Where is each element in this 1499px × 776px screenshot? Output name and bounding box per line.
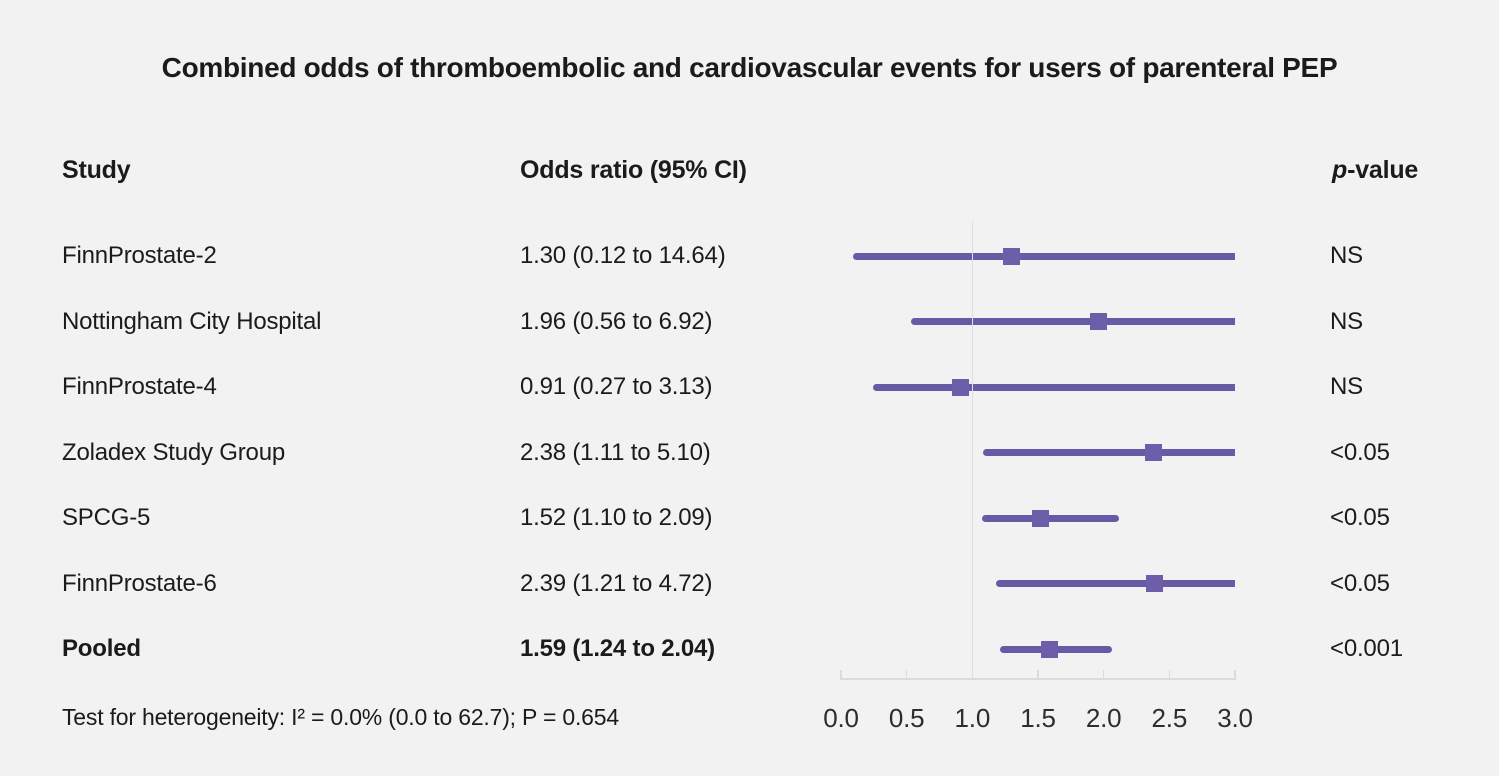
odds-ratio-marker bbox=[952, 378, 969, 396]
confidence-interval-line bbox=[853, 252, 1235, 260]
odds-ratio-marker bbox=[1146, 575, 1164, 592]
x-axis-tick bbox=[1102, 670, 1105, 678]
x-axis-tick bbox=[840, 670, 842, 678]
x-axis-tick-label: 3.0 bbox=[1217, 703, 1253, 733]
column-header-odds-ratio: Odds ratio (95% CI) bbox=[520, 156, 747, 184]
x-axis-tick-label: 1.5 bbox=[1020, 703, 1056, 733]
study-name: FinnProstate-6 bbox=[62, 569, 217, 597]
odds-ratio-marker bbox=[1145, 444, 1163, 461]
p-value-italic-p: p bbox=[1332, 156, 1348, 184]
x-axis-tick-label: 2.5 bbox=[1151, 703, 1188, 733]
confidence-interval-line bbox=[872, 383, 1235, 391]
x-axis-tick-label: 2.0 bbox=[1085, 703, 1122, 733]
p-value-text: <0.05 bbox=[1330, 569, 1390, 597]
x-axis-tick-label: 0.0 bbox=[823, 703, 859, 733]
x-axis-tick bbox=[905, 670, 908, 678]
study-name: SPCG-5 bbox=[62, 504, 151, 531]
p-value-text: <0.001 bbox=[1330, 635, 1403, 662]
reference-line bbox=[971, 221, 974, 679]
column-header-p-value: p-value bbox=[1332, 155, 1418, 185]
x-axis-tick bbox=[1168, 670, 1171, 678]
odds-ratio-marker bbox=[1041, 640, 1059, 658]
p-value-suffix: -value bbox=[1347, 156, 1419, 184]
confidence-interval-line bbox=[983, 449, 1235, 456]
odds-ratio-text: 0.91 (0.27 to 3.13) bbox=[520, 373, 713, 400]
odds-ratio-marker bbox=[1032, 509, 1050, 527]
odds-ratio-text: 2.39 (1.21 to 4.72) bbox=[520, 569, 713, 597]
p-value-text: <0.05 bbox=[1330, 438, 1390, 466]
confidence-interval-line bbox=[981, 514, 1119, 522]
column-header-study: Study bbox=[62, 156, 131, 184]
p-value-text: <0.05 bbox=[1330, 504, 1390, 531]
confidence-interval-line bbox=[911, 318, 1235, 325]
p-value-text: NS bbox=[1330, 373, 1363, 400]
odds-ratio-text: 2.38 (1.11 to 5.10) bbox=[520, 438, 711, 466]
x-axis-tick-label: 1.0 bbox=[954, 703, 991, 733]
odds-ratio-text: 1.52 (1.10 to 2.09) bbox=[520, 504, 713, 531]
x-axis-tick bbox=[1037, 670, 1039, 678]
odds-ratio-text: 1.96 (0.56 to 6.92) bbox=[520, 307, 713, 335]
study-name: Pooled bbox=[62, 635, 141, 662]
x-axis-tick-label: 0.5 bbox=[888, 703, 925, 733]
study-name: FinnProstate-4 bbox=[62, 373, 217, 400]
figure-title: Combined odds of thromboembolic and card… bbox=[161, 52, 1338, 83]
odds-ratio-text: 1.30 (0.12 to 14.64) bbox=[520, 242, 726, 269]
study-name: Nottingham City Hospital bbox=[62, 307, 322, 335]
odds-ratio-marker bbox=[1003, 247, 1021, 265]
p-value-text: NS bbox=[1330, 307, 1363, 335]
heterogeneity-note: Test for heterogeneity: I² = 0.0% (0.0 t… bbox=[62, 704, 619, 730]
x-axis-tick bbox=[1234, 670, 1236, 678]
x-axis-line bbox=[840, 678, 1236, 680]
p-value-text: NS bbox=[1330, 242, 1363, 269]
study-name: Zoladex Study Group bbox=[62, 438, 285, 466]
odds-ratio-text: 1.59 (1.24 to 2.04) bbox=[520, 635, 715, 662]
confidence-interval-line bbox=[996, 580, 1235, 587]
odds-ratio-marker bbox=[1089, 313, 1107, 330]
study-name: FinnProstate-2 bbox=[62, 242, 217, 269]
